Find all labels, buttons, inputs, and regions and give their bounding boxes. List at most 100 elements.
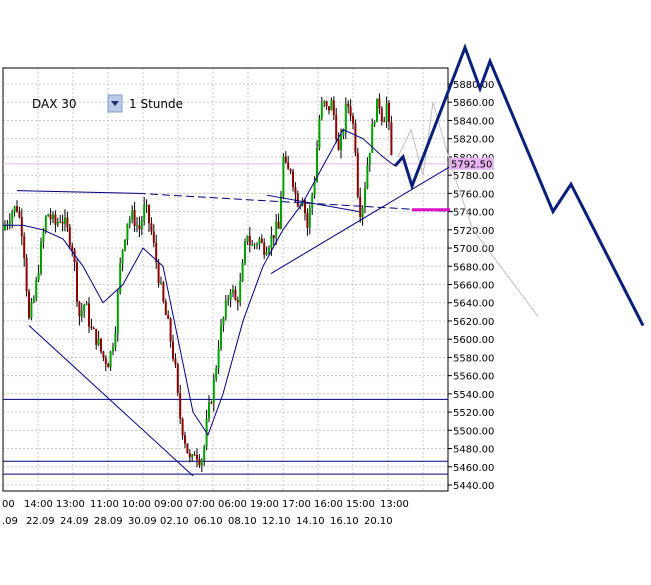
candle-body bbox=[380, 108, 383, 122]
x-tick-date: 12.10 bbox=[262, 516, 291, 527]
candle-body bbox=[6, 223, 9, 226]
y-tick-label: 5620.00 bbox=[453, 317, 494, 328]
x-axis: 00 14:00 13:00 11:00 10:00 09:00 07:00 06:00 19:… bbox=[2, 499, 409, 527]
chart-header: DAX 30 1 Stunde bbox=[32, 94, 183, 113]
candle-body bbox=[90, 326, 93, 329]
y-tick-label: 5440.00 bbox=[453, 481, 494, 492]
x-tick-time: 00 bbox=[2, 499, 15, 510]
timeframe-dropdown[interactable]: 1 Stunde bbox=[107, 94, 183, 113]
candle-body bbox=[246, 235, 249, 242]
x-tick-time: 13:00 bbox=[56, 499, 85, 510]
candle-body bbox=[256, 244, 258, 246]
candle-body bbox=[200, 460, 203, 466]
x-tick-date: 24.09 bbox=[60, 516, 89, 527]
candle-body bbox=[258, 238, 261, 245]
candle-body bbox=[40, 241, 42, 274]
current-price-label: 5792.50 bbox=[451, 160, 492, 171]
ghost-projection-line bbox=[397, 102, 539, 317]
trendline-rising-support bbox=[270, 165, 452, 274]
candle-body bbox=[325, 101, 328, 107]
y-axis: 5440.00 5460.00 5480.00 5500.00 5520.00 5540.… bbox=[448, 80, 494, 492]
x-tick-date: 16.10 bbox=[330, 516, 359, 527]
y-tick-label: 5740.00 bbox=[453, 208, 494, 219]
candle-body bbox=[121, 249, 124, 264]
trendline-lower-left bbox=[28, 325, 194, 477]
moving-average-line bbox=[3, 128, 396, 436]
candle-body bbox=[277, 221, 280, 229]
candle-body bbox=[342, 131, 345, 136]
candle-body bbox=[361, 207, 364, 217]
candle-body bbox=[25, 257, 28, 292]
y-tick-label: 5520.00 bbox=[453, 408, 494, 419]
candle-body bbox=[337, 139, 340, 150]
candle-body bbox=[47, 214, 50, 217]
candle-body bbox=[354, 123, 357, 153]
x-tick-date: 20.10 bbox=[364, 516, 393, 527]
candle-body bbox=[294, 186, 297, 194]
projection-line bbox=[393, 43, 645, 327]
candle-body bbox=[152, 231, 155, 243]
candle-body bbox=[114, 333, 117, 348]
candle-body bbox=[260, 238, 263, 243]
candle-body bbox=[347, 103, 350, 107]
candle-body bbox=[364, 188, 366, 208]
candle-body bbox=[340, 135, 342, 150]
candle-body bbox=[292, 171, 294, 187]
x-tick-time: 17:00 bbox=[282, 499, 311, 510]
candle-body bbox=[385, 103, 388, 122]
y-tick-label: 5640.00 bbox=[453, 299, 494, 310]
candle-body bbox=[18, 211, 21, 217]
candle-body bbox=[4, 225, 6, 230]
candle-body bbox=[56, 221, 59, 225]
candle-body bbox=[64, 217, 66, 224]
candle-body bbox=[253, 244, 256, 246]
candle-body bbox=[13, 206, 16, 213]
candle-body bbox=[128, 219, 131, 224]
candle-body bbox=[35, 280, 38, 299]
candle-body bbox=[198, 459, 201, 466]
current-price-box bbox=[449, 157, 494, 170]
candle-body bbox=[280, 196, 282, 229]
candle-body bbox=[179, 393, 182, 419]
candle-body bbox=[335, 115, 338, 140]
y-tick-label: 5600.00 bbox=[453, 335, 494, 346]
candle-body bbox=[54, 214, 57, 225]
trendline-upper-horizontal bbox=[16, 190, 139, 194]
candle-body bbox=[30, 302, 33, 319]
candle-body bbox=[208, 402, 210, 419]
y-tick-label: 5540.00 bbox=[453, 390, 494, 401]
y-tick-label: 5580.00 bbox=[453, 353, 494, 364]
x-tick-time: 19:00 bbox=[250, 499, 279, 510]
candles-layer bbox=[4, 93, 393, 473]
candle-body bbox=[97, 338, 100, 345]
candle-body bbox=[383, 121, 386, 123]
candle-body bbox=[107, 363, 110, 368]
candle-body bbox=[157, 262, 160, 284]
x-tick-date: .09 bbox=[2, 516, 18, 527]
x-tick-date: 08.10 bbox=[228, 516, 257, 527]
y-tick-label: 5560.00 bbox=[453, 372, 494, 383]
candle-body bbox=[287, 162, 290, 170]
y-tick-label: 5780.00 bbox=[453, 171, 494, 182]
candle-body bbox=[366, 164, 369, 189]
candle-body bbox=[167, 315, 170, 319]
candle-body bbox=[244, 241, 246, 264]
candle-body bbox=[311, 194, 314, 208]
candle-body bbox=[92, 328, 95, 330]
candle-body bbox=[186, 443, 189, 454]
candle-body bbox=[160, 282, 162, 284]
levels-layer bbox=[3, 163, 448, 475]
candle-body bbox=[95, 328, 98, 345]
candle-body bbox=[150, 223, 153, 232]
candle-body bbox=[390, 122, 393, 156]
candle-body bbox=[356, 152, 359, 197]
candle-body bbox=[265, 252, 268, 255]
candle-body bbox=[102, 351, 105, 358]
candle-body bbox=[133, 210, 136, 227]
y-tick-label: 5460.00 bbox=[453, 463, 494, 474]
candle-body bbox=[217, 348, 220, 369]
candle-body bbox=[330, 100, 333, 111]
candle-body bbox=[83, 305, 86, 311]
y-tick-label: 5820.00 bbox=[453, 135, 494, 146]
candle-body bbox=[318, 118, 321, 149]
